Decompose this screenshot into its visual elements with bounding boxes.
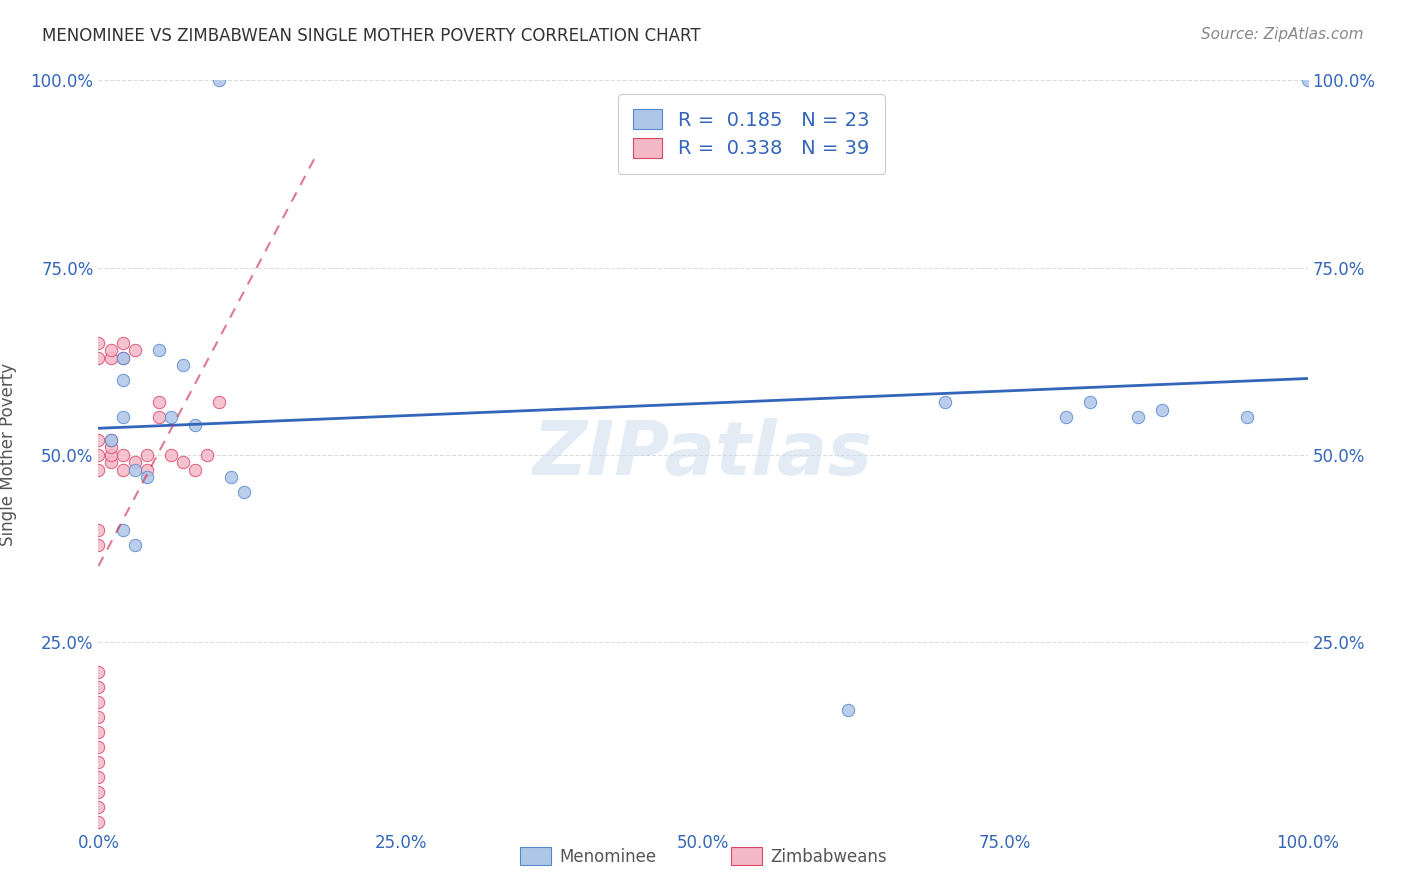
Point (837, 703, 859, 717)
Point (1054, 410, 1077, 425)
Point (87, 815, 110, 830)
Point (124, 538, 146, 552)
Point (135, 463, 157, 477)
Point (1152, 403, 1174, 417)
Point (87, 680, 110, 694)
Point (135, 448, 157, 462)
Point (135, 470, 157, 484)
Point (87, 785, 110, 799)
Point (111, 410, 134, 425)
Point (124, 455, 146, 469)
Text: Source: ZipAtlas.com: Source: ZipAtlas.com (1201, 27, 1364, 42)
Point (87, 695, 110, 709)
Point (208, 73, 231, 87)
Point (111, 523, 134, 537)
Point (160, 410, 183, 425)
Point (1078, 395, 1101, 409)
Point (87, 351, 110, 365)
Point (87, 725, 110, 739)
Point (232, 485, 254, 500)
Point (87, 448, 110, 462)
Legend: R =  0.185   N = 23, R =  0.338   N = 39: R = 0.185 N = 23, R = 0.338 N = 39 (617, 94, 884, 174)
Text: Zimbabweans: Zimbabweans (770, 848, 887, 866)
Point (1236, 410, 1258, 425)
Point (87, 538, 110, 552)
Point (100, 433, 122, 447)
Text: Menominee: Menominee (560, 848, 657, 866)
Point (1128, 410, 1150, 425)
Point (160, 448, 183, 462)
Point (172, 455, 194, 469)
Point (87, 665, 110, 680)
Y-axis label: Single Mother Poverty: Single Mother Poverty (0, 363, 17, 547)
Point (148, 410, 170, 425)
Point (87, 710, 110, 724)
Point (111, 351, 134, 365)
Text: ZIPatlas: ZIPatlas (533, 418, 873, 491)
Point (100, 343, 122, 357)
Point (87, 755, 110, 769)
Point (111, 373, 134, 387)
Point (111, 351, 134, 365)
Point (148, 395, 170, 409)
Point (100, 433, 122, 447)
Point (87, 523, 110, 537)
Point (221, 470, 243, 484)
Point (172, 358, 194, 372)
Point (111, 335, 134, 350)
Point (100, 441, 122, 455)
Point (87, 770, 110, 784)
Point (184, 463, 207, 477)
Point (111, 463, 134, 477)
Point (87, 740, 110, 755)
Point (208, 395, 231, 409)
Point (87, 433, 110, 447)
Point (148, 343, 170, 357)
Point (100, 351, 122, 365)
Point (87, 335, 110, 350)
Point (87, 800, 110, 814)
Point (184, 417, 207, 432)
Point (934, 395, 956, 409)
Point (100, 448, 122, 462)
Point (124, 463, 146, 477)
Point (1296, 73, 1319, 87)
Point (124, 343, 146, 357)
Point (111, 448, 134, 462)
Text: MENOMINEE VS ZIMBABWEAN SINGLE MOTHER POVERTY CORRELATION CHART: MENOMINEE VS ZIMBABWEAN SINGLE MOTHER PO… (42, 27, 700, 45)
Point (87, 463, 110, 477)
Point (195, 448, 218, 462)
Point (100, 455, 122, 469)
